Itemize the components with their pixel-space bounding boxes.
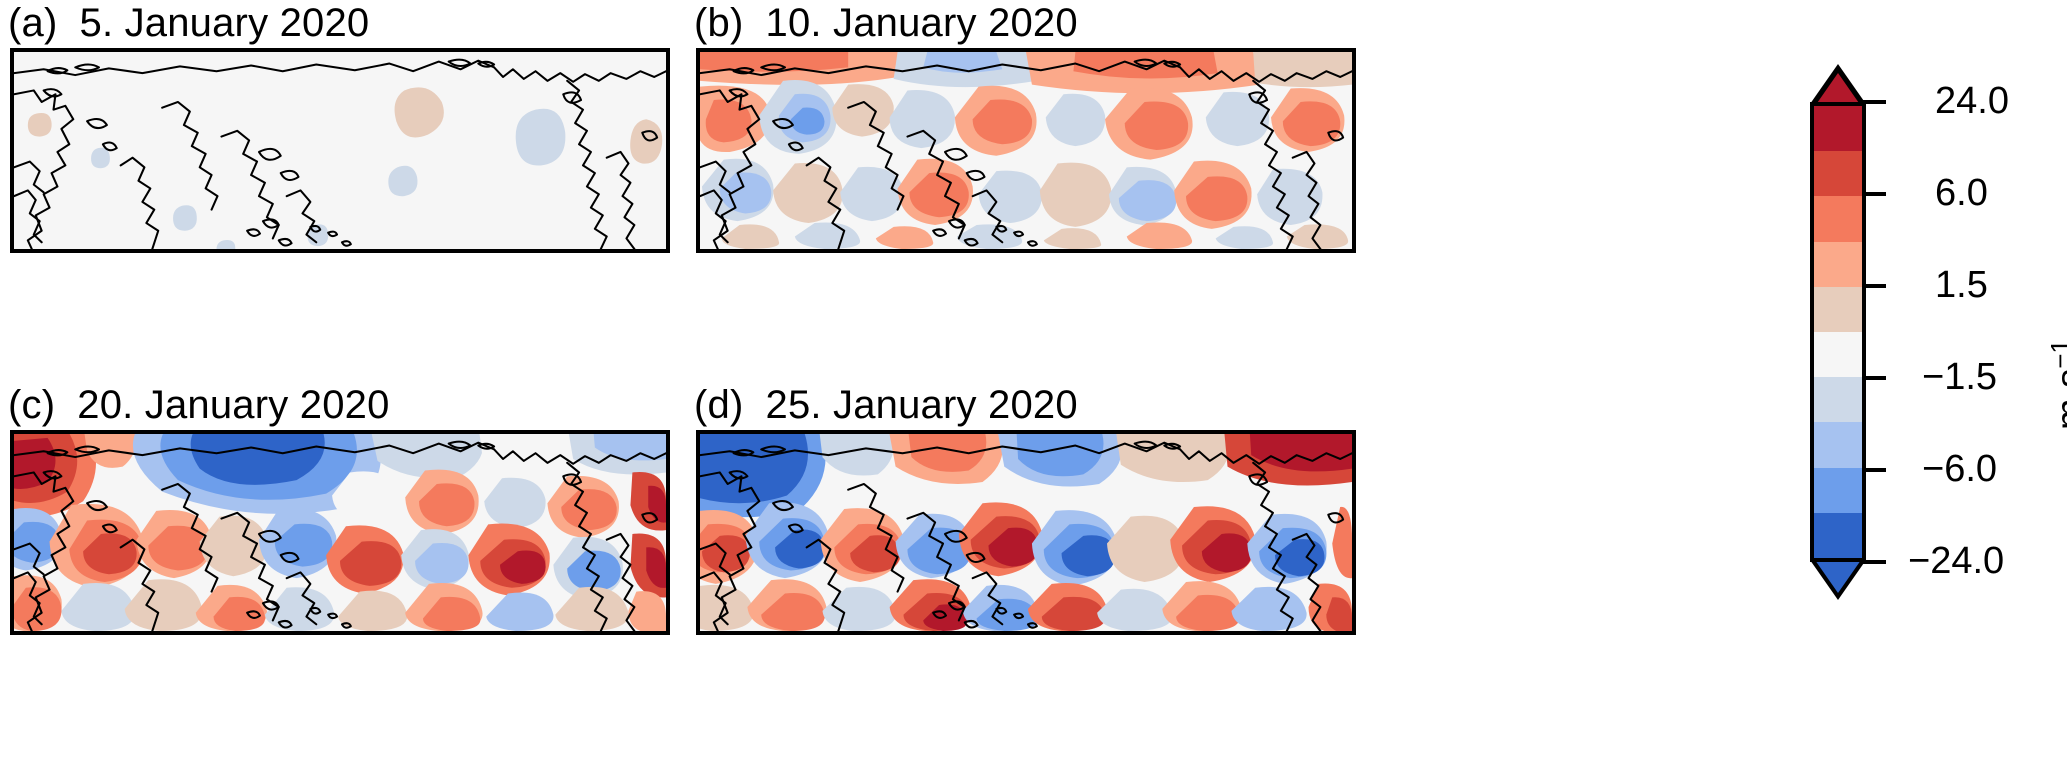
panel-d-map [696, 430, 1356, 635]
panel-d-svg [700, 434, 1352, 631]
colorbar-bottom-arrow-fill [1815, 560, 1861, 593]
colorbar-gradient [1810, 102, 1866, 562]
colorbar-tick [1862, 468, 1886, 472]
colorbar-tick [1862, 560, 1886, 564]
panel-c: (c) 20. January 2020 [0, 382, 676, 762]
panel-c-map [10, 430, 670, 635]
panel-d-anomaly-field [700, 434, 1352, 631]
colorbar-tick-label: 24.0 [1935, 80, 2009, 122]
panel-c-title: (c) 20. January 2020 [8, 382, 390, 428]
panel-b-map [696, 48, 1356, 253]
panel-b-title: (b) 10. January 2020 [694, 0, 1078, 46]
panel-b-date: 10. January 2020 [765, 1, 1078, 45]
colorbar-tick [1862, 100, 1886, 104]
colorbar-tick-label: 1.5 [1935, 264, 1988, 306]
colorbar-tick [1862, 376, 1886, 380]
panel-d-coastlines [700, 440, 1352, 631]
panel-b-tag: (b) [694, 1, 744, 45]
panel-a-title: (a) 5. January 2020 [8, 0, 369, 46]
panel-a: (a) 5. January 2020 [0, 0, 676, 310]
colorbar-band [1814, 467, 1862, 513]
panel-b-svg [700, 52, 1352, 249]
colorbar-band [1814, 151, 1862, 197]
colorbar-band [1814, 377, 1862, 423]
colorbar-axis-label: m s−1 [2045, 339, 2067, 430]
colorbar-tick [1862, 284, 1886, 288]
panel-b-coastlines [700, 58, 1352, 249]
panel-d-date: 25. January 2020 [765, 383, 1078, 427]
colorbar-tick-label: 6.0 [1935, 172, 1988, 214]
panel-c-svg [14, 434, 666, 631]
colorbar-band [1814, 422, 1862, 468]
panel-a-date: 5. January 2020 [79, 1, 370, 45]
panel-c-tag: (c) [8, 383, 56, 427]
colorbar: 24.0 6.0 1.5 −1.5 −6.0 −24.0 m s−1 [1790, 40, 2067, 600]
colorbar-band [1814, 512, 1862, 558]
colorbar-band [1814, 286, 1862, 332]
colorbar-tick-label: −1.5 [1922, 356, 1998, 398]
colorbar-tick-label: −6.0 [1922, 448, 1998, 490]
colorbar-band [1814, 106, 1862, 152]
colorbar-top-arrow-fill [1815, 73, 1861, 106]
panel-d-title: (d) 25. January 2020 [694, 382, 1078, 428]
colorbar-band [1814, 241, 1862, 287]
panel-a-coastlines [14, 58, 666, 249]
colorbar-tick [1862, 192, 1886, 196]
panel-a-tag: (a) [8, 1, 58, 45]
panel-b: (b) 10. January 2020 [686, 0, 1362, 310]
colorbar-tick-label: −24.0 [1908, 540, 2005, 582]
panel-d-tag: (d) [694, 383, 744, 427]
panel-d: (d) 25. January 2020 [686, 382, 1362, 762]
panel-c-date: 20. January 2020 [77, 383, 390, 427]
colorbar-band [1814, 331, 1862, 378]
panel-a-svg [14, 52, 666, 249]
colorbar-band [1814, 196, 1862, 242]
colorbar-units-exponent: −1 [2045, 339, 2067, 369]
panel-c-coastlines [14, 440, 666, 631]
panel-a-map [10, 48, 670, 253]
colorbar-units-text: m s [2050, 369, 2067, 430]
